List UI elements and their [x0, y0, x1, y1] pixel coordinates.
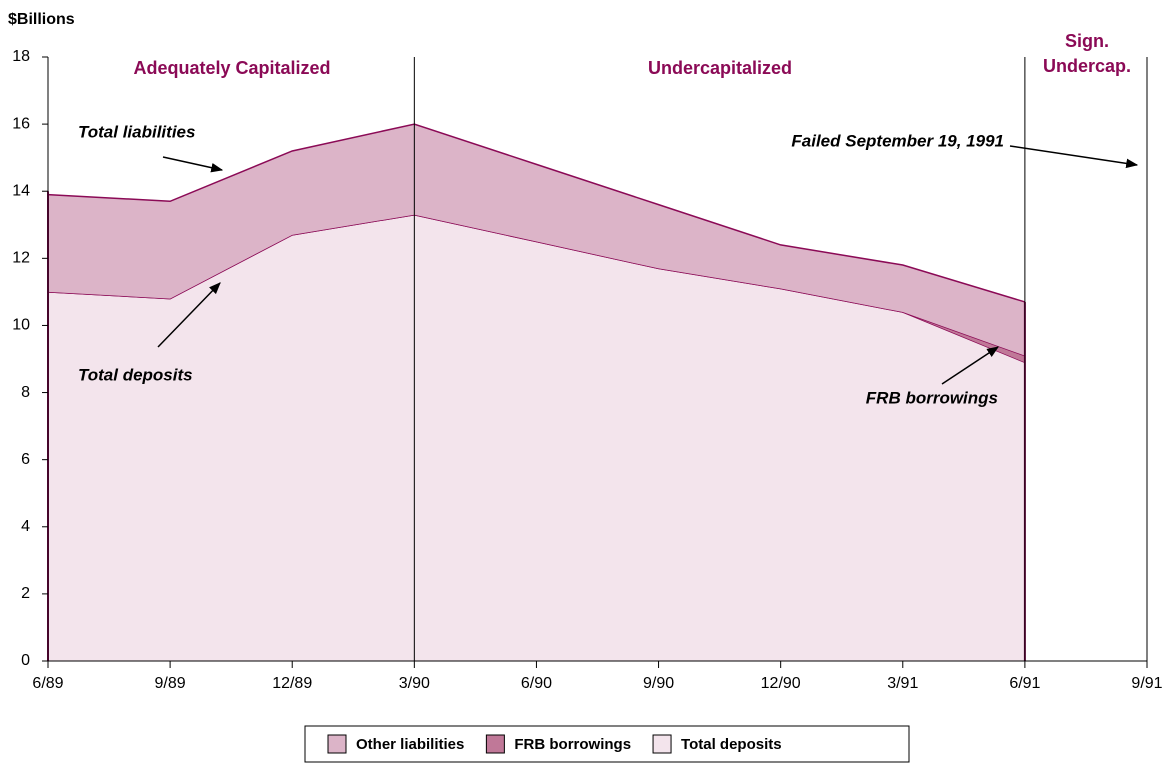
region-label: Undercap. — [1043, 56, 1131, 76]
x-tick-label: 3/91 — [887, 675, 918, 692]
arrow — [1009, 145, 1139, 169]
arrow — [941, 346, 1000, 385]
region-label: Undercapitalized — [648, 58, 792, 78]
x-tick-label: 12/89 — [272, 675, 312, 692]
y-tick-label: 4 — [21, 518, 30, 535]
y-tick-label: 14 — [12, 182, 30, 199]
x-tick-label: 9/90 — [643, 675, 674, 692]
y-tick-label: 12 — [12, 250, 30, 267]
x-tick-label: 6/91 — [1009, 675, 1040, 692]
area — [48, 124, 1025, 356]
x-tick-label: 9/89 — [155, 675, 186, 692]
x-tick-label: 6/89 — [32, 675, 63, 692]
y-tick-label: 18 — [12, 48, 30, 65]
y-axis-title: $Billions — [8, 11, 75, 28]
legend-label: Other liabilities — [356, 736, 464, 753]
area-line — [47, 123, 1026, 303]
legend-swatch — [652, 734, 672, 754]
y-tick-label: 0 — [21, 652, 30, 669]
annotation: Failed September 19, 1991 — [791, 131, 1004, 150]
y-tick-label: 8 — [21, 384, 30, 401]
x-tick-label: 12/90 — [761, 675, 801, 692]
y-tick-label: 16 — [12, 115, 30, 132]
annotation: Total deposits — [78, 365, 193, 384]
region-label: Sign. — [1065, 31, 1109, 51]
legend — [304, 725, 910, 763]
x-tick-label: 6/90 — [521, 675, 552, 692]
region-label: Adequately Capitalized — [133, 58, 330, 78]
legend-swatch — [485, 734, 505, 754]
annotation: FRB borrowings — [866, 388, 998, 407]
area — [48, 214, 1025, 661]
arrow — [157, 282, 221, 348]
arrow — [162, 156, 224, 173]
y-tick-label: 2 — [21, 585, 30, 602]
legend-swatch — [327, 734, 347, 754]
x-tick-label: 3/90 — [399, 675, 430, 692]
annotation: Total liabilities — [78, 122, 195, 141]
y-tick-label: 10 — [12, 317, 30, 334]
legend-label: Total deposits — [681, 736, 782, 753]
x-tick-label: 9/91 — [1131, 675, 1162, 692]
legend-label: FRB borrowings — [514, 736, 631, 753]
y-tick-label: 6 — [21, 451, 30, 468]
